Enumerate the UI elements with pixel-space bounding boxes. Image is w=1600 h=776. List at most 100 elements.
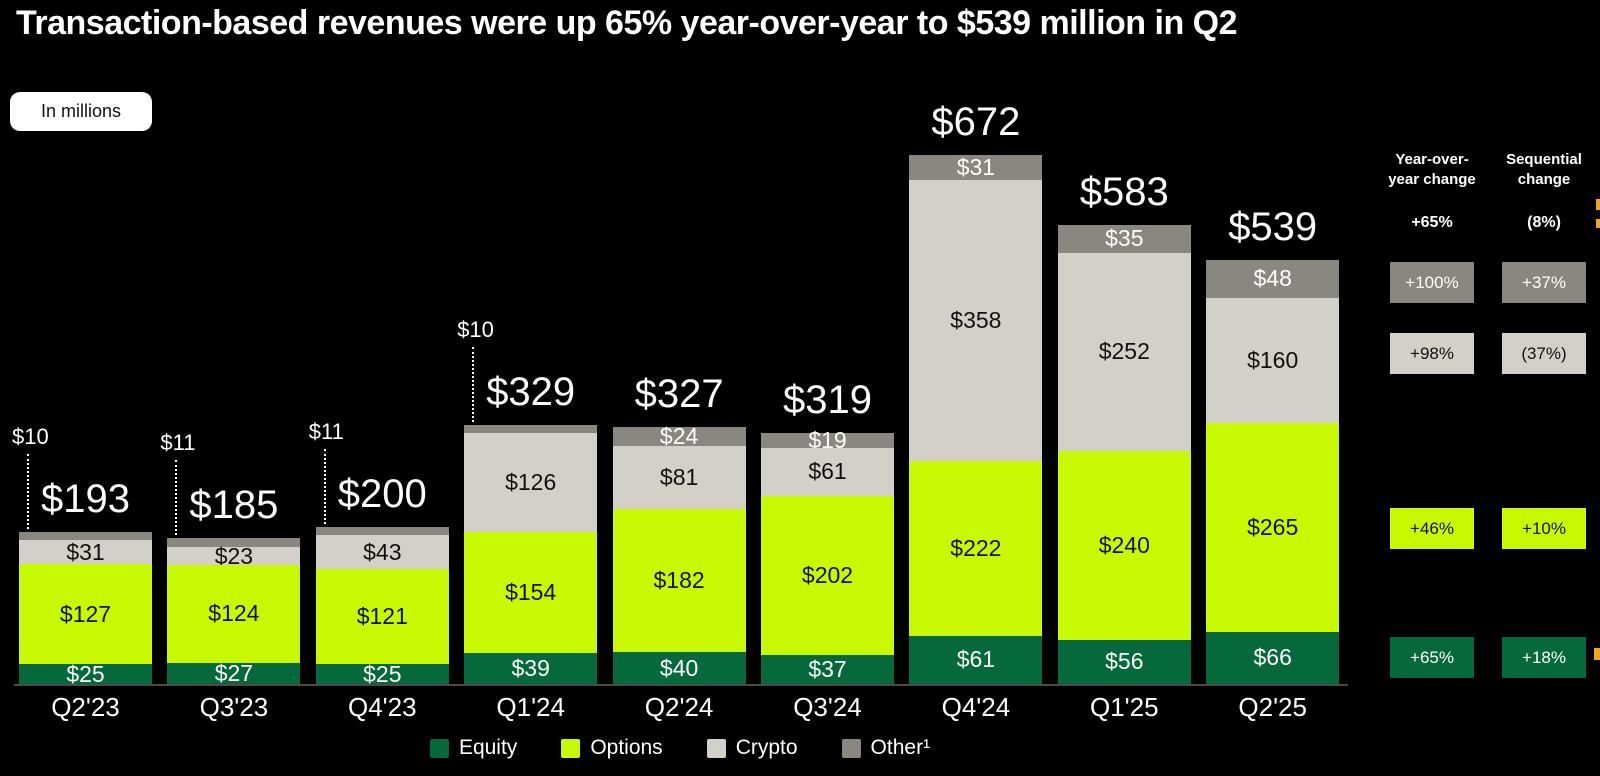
other-swatch-icon (841, 738, 861, 758)
page-title: Transaction-based revenues were up 65% y… (16, 4, 1238, 42)
bar-Q2'23: $31 $127 $25 (19, 532, 152, 687)
x-axis-label: Q4'23 (348, 692, 417, 722)
crypto-swatch-icon (706, 738, 726, 758)
legend-item-equity: Equity (429, 736, 518, 760)
options-segment: $265 (1206, 423, 1340, 633)
bar-Q1'24: $126 $154 $39 (464, 425, 598, 684)
x-axis-label: Q2'24 (644, 692, 714, 722)
total-label: $539 (1228, 204, 1318, 249)
other-segment: $35 (1057, 225, 1191, 253)
bar-Q4'24: $31 $358 $222 $61 (909, 154, 1043, 684)
callout-leader-line (323, 448, 326, 524)
units-badge: In millions (10, 92, 152, 131)
options-segment: $182 (612, 509, 746, 653)
chart-legend: Equity Options Crypto Other¹ (19, 736, 1341, 760)
yoy-change-badge-options: +46% (1390, 508, 1474, 549)
options-segment: $127 (19, 564, 152, 665)
cutoff-edge-mark (1594, 648, 1600, 660)
crypto-segment: $81 (612, 445, 746, 510)
sequential-change-header: Sequential change (1506, 151, 1582, 188)
crypto-segment: $358 (909, 179, 1043, 462)
x-axis-label: Q1'24 (496, 692, 565, 722)
other-segment: $48 (1206, 259, 1340, 298)
seq-change-badge-crypto: (37%) (1502, 333, 1586, 374)
x-axis-label: Q2'23 (51, 692, 120, 722)
other-segment: $31 (909, 154, 1043, 180)
legend-item-crypto: Crypto (706, 736, 798, 760)
callout-leader-line (175, 460, 178, 536)
total-label: $672 (931, 100, 1021, 145)
legend-item-other: Other¹ (841, 736, 931, 760)
axis-baseline (14, 684, 1348, 686)
total-label: $583 (1079, 170, 1169, 215)
options-segment: $124 (167, 565, 301, 663)
x-axis-label: Q3'23 (199, 692, 269, 722)
seq-change-badge-options: +10% (1502, 508, 1586, 549)
seq-change-badge-other: +37% (1502, 262, 1586, 303)
total-label: $319 (783, 377, 872, 422)
sequential-total-change: (8%) (1527, 214, 1561, 231)
other-segment (315, 526, 449, 536)
legend-label: Crypto (735, 736, 798, 759)
options-segment: $154 (464, 532, 598, 654)
other-callout-label: $10 (12, 424, 49, 450)
equity-segment: $61 (909, 635, 1043, 684)
total-label: $327 (634, 371, 724, 416)
legend-label: Other¹ (870, 736, 931, 759)
bar-Q4'23: $43 $121 $25 (315, 526, 449, 687)
crypto-segment: $61 (761, 447, 894, 496)
total-label: $185 (189, 483, 279, 528)
callout-leader-line (27, 454, 29, 530)
x-axis-label: Q1'25 (1090, 692, 1159, 722)
equity-segment: $25 (315, 661, 449, 687)
equity-segment: $40 (612, 652, 746, 684)
equity-segment: $66 (1206, 632, 1340, 684)
total-label: $200 (337, 471, 427, 516)
equity-swatch-icon (429, 738, 449, 758)
yoy-change-badge-equity: +65% (1390, 637, 1474, 678)
seq-change-badge-equity: +18% (1502, 637, 1586, 678)
cutoff-edge-mark (1596, 219, 1600, 228)
options-segment: $240 (1057, 451, 1191, 640)
bar-Q2'24: $24 $81 $182 $40 (612, 423, 746, 684)
callout-leader-line (472, 347, 475, 423)
crypto-segment: $31 (19, 539, 152, 565)
other-callout-label: $10 (457, 317, 494, 343)
equity-segment: $37 (761, 654, 894, 684)
total-label: $329 (486, 370, 576, 415)
legend-label: Equity (458, 736, 518, 759)
options-segment: $121 (315, 569, 449, 665)
yoy-change-badge-crypto: +98% (1390, 333, 1474, 374)
options-segment: $202 (761, 495, 894, 655)
yoy-change-header: Year-over- year change (1388, 151, 1476, 188)
crypto-segment: $23 (167, 543, 301, 569)
other-segment (19, 532, 152, 540)
x-axis-label: Q2'25 (1238, 692, 1307, 722)
equity-segment: $56 (1057, 639, 1191, 684)
bar-Q3'23: $23 $124 $27 (167, 538, 301, 686)
crypto-segment: $160 (1206, 297, 1340, 424)
equity-segment: $27 (167, 660, 301, 686)
bar-Q2'25: $48 $160 $265 $66 (1206, 259, 1340, 684)
total-label: $193 (41, 477, 130, 522)
equity-segment: $39 (464, 653, 598, 684)
other-callout-label: $11 (160, 430, 196, 456)
crypto-segment: $252 (1057, 252, 1191, 452)
legend-label: Options (590, 736, 663, 759)
legend-item-options: Options (561, 736, 663, 760)
options-segment: $222 (909, 461, 1043, 636)
yoy-total-change: +65% (1411, 214, 1453, 231)
bar-Q1'25: $35 $252 $240 $56 (1057, 225, 1191, 684)
other-segment (167, 538, 301, 548)
other-segment: $24 (612, 423, 746, 449)
equity-segment: $25 (19, 661, 152, 687)
yoy-change-badge-other: +100% (1390, 262, 1474, 303)
other-callout-label: $11 (308, 418, 344, 444)
x-axis-label: Q4'24 (941, 692, 1011, 722)
crypto-segment: $43 (315, 535, 449, 570)
bar-Q3'24: $19 $61 $202 $37 (761, 427, 894, 684)
x-axis-label: Q3'24 (793, 692, 862, 722)
other-segment (464, 425, 598, 433)
cutoff-edge-mark (1596, 199, 1600, 210)
